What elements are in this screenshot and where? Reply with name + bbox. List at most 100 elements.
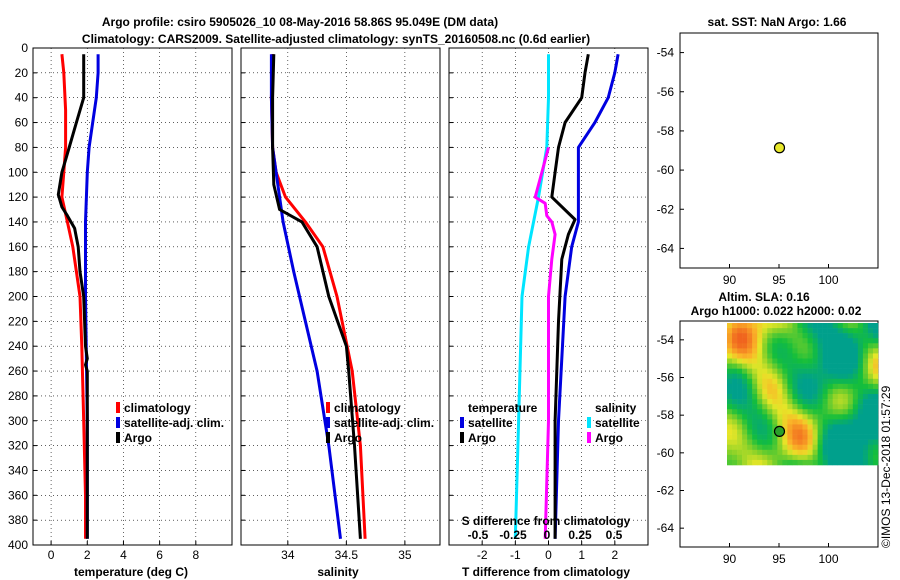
sla-heat-cell (762, 328, 768, 334)
sla-heat-cell (807, 353, 813, 359)
sla-heat-cell (737, 363, 743, 369)
sla-heat-cell (752, 409, 758, 415)
sla-heat-cell (867, 424, 874, 430)
sla-heat-cell (737, 338, 743, 344)
sla-heat-cell (847, 338, 854, 344)
sla-heat-cell (727, 419, 733, 425)
sla-heat-cell (797, 419, 803, 425)
sla-heat-cell (837, 409, 844, 415)
sla-heat-cell (782, 373, 788, 380)
sla-heat-cell (812, 373, 818, 380)
sla-heat-cell (732, 383, 738, 390)
sla-heat-cell (742, 434, 748, 440)
sla-heat-cell (862, 419, 869, 425)
sla-heat-cell (727, 459, 733, 466)
sla-heat-cell (852, 388, 859, 395)
depth-tick-label: 80 (15, 140, 29, 154)
sla-heat-cell (852, 353, 859, 359)
sla-heat-cell (782, 434, 788, 440)
sla-heat-cell (802, 388, 808, 395)
sla-heat-cell (787, 399, 793, 405)
sla-heat-cell (792, 439, 798, 446)
sla-heat-cell (812, 343, 818, 349)
sla-heat-cell (842, 449, 849, 456)
sla-heat-cell (787, 378, 793, 385)
sla-heat-cell (827, 373, 833, 380)
map-y-tick-label: -64 (657, 241, 675, 255)
sla-heat-cell (732, 449, 738, 456)
sla-heat-cell (807, 439, 813, 446)
sla-heat-cell (802, 404, 808, 410)
sla-heat-cell (757, 353, 763, 359)
sla-heat-cell (757, 409, 763, 415)
sla-heat-cell (862, 333, 869, 339)
sla-heat-cell (837, 338, 844, 344)
sla-heat-cell (767, 373, 773, 380)
sla-heat-cell (827, 323, 833, 329)
sla-heat-cell (867, 383, 874, 390)
sla-heat-cell (837, 399, 844, 405)
sla-heat-cell (817, 449, 823, 456)
sla-heat-cell (737, 353, 743, 359)
sla-heat-cell (797, 328, 803, 334)
sla-heat-cell (827, 388, 833, 395)
sla-heat-cell (742, 388, 748, 395)
sla-heat-cell (827, 338, 833, 344)
sla-heat-cell (732, 444, 738, 451)
depth-tick-label: 320 (8, 439, 28, 453)
sla-heat-cell (807, 333, 813, 339)
depth-tick-label: 160 (8, 240, 28, 254)
sla-map-title-1: Altim. SLA: 0.16 (718, 290, 810, 304)
sla-heat-cell (787, 414, 793, 420)
sla-heat-cell (822, 323, 828, 329)
sla-heat-cell (782, 439, 788, 446)
sla-heat-cell (772, 444, 778, 451)
sla-heat-cell (752, 434, 758, 440)
sla-heat-cell (727, 383, 733, 390)
sla-heat-cell (782, 454, 788, 461)
sla-heat-cell (787, 348, 793, 354)
map-x-tick-label: 95 (772, 552, 786, 566)
sla-heat-cell (747, 378, 753, 385)
sla-heat-cell (767, 323, 773, 329)
sla-heat-cell (782, 378, 788, 385)
sla-heat-cell (797, 444, 803, 451)
sla-heat-cell (797, 353, 803, 359)
sla-heat-cell (742, 404, 748, 410)
sla-heat-cell (767, 424, 773, 430)
sla-heat-cell (757, 378, 763, 385)
x-tick-label: 34 (281, 548, 295, 562)
sla-heat-cell (767, 328, 773, 334)
sla-heat-cell (737, 459, 743, 466)
sla-heat-cell (802, 338, 808, 344)
sla-heat-cell (792, 399, 798, 405)
sla-heat-cell (797, 399, 803, 405)
sla-heat-cell (777, 353, 783, 359)
sla-heat-cell (832, 323, 839, 329)
sla-heat-cell (792, 419, 798, 425)
sla-heat-cell (742, 459, 748, 466)
sla-heat-cell (787, 424, 793, 430)
sla-heat-cell (782, 338, 788, 344)
sla-heat-cell (797, 368, 803, 375)
sla-heat-cell (837, 459, 844, 466)
sla-heat-cell (827, 424, 833, 430)
sla-heat-cell (867, 434, 874, 440)
sla-heat-cell (807, 363, 813, 369)
sst-map-panel: sat. SST: NaN Argo: 1.66 90 95 100 -54 -56 -5… (657, 15, 879, 287)
sla-heat-cell (807, 399, 813, 405)
sla-heat-cell (807, 388, 813, 395)
sla-heat-cell (742, 424, 748, 430)
sla-heat-cell (812, 459, 818, 466)
sla-heat-cell (822, 409, 828, 415)
sla-heat-cell (792, 343, 798, 349)
sla-heat-cell (802, 459, 808, 466)
sla-heat-cell (817, 409, 823, 415)
sla-heat-cell (757, 404, 763, 410)
sla-heat-cell (817, 323, 823, 329)
sla-heat-cell (852, 439, 859, 446)
sla-heat-cell (802, 383, 808, 390)
sla-heat-cell (812, 383, 818, 390)
sla-heat-cell (807, 444, 813, 451)
sla-heat-cell (817, 338, 823, 344)
